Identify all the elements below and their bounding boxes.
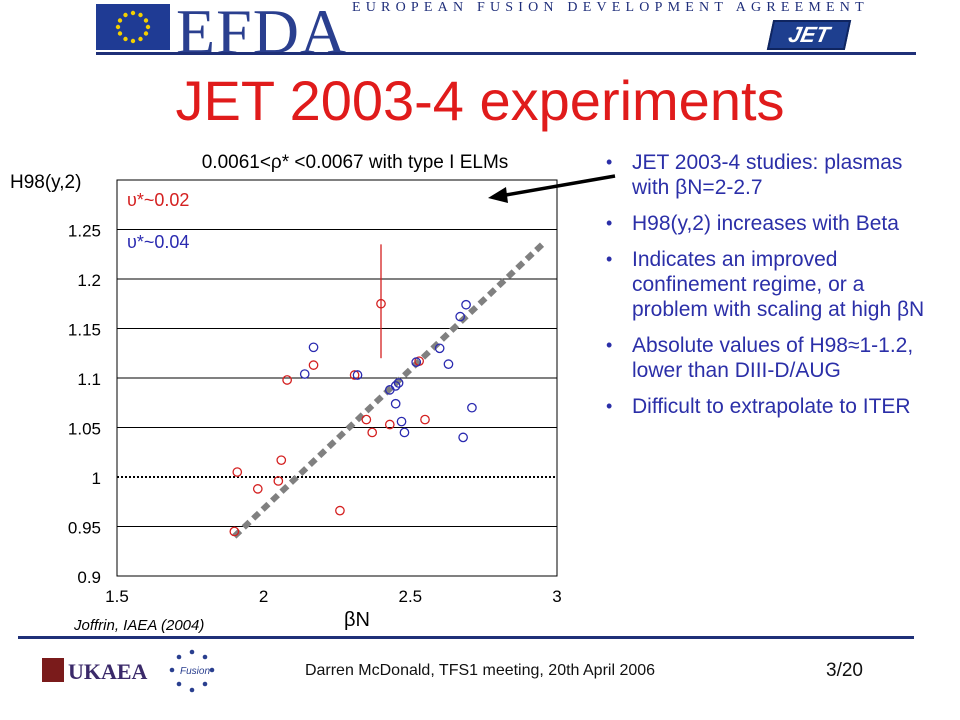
scatter-chart: 0.9 0.95 1 1.05 1.1 1.15 1.2 1.25 1.5 2 2.5 3 υ*~0.0… — [10, 152, 562, 634]
header-divider — [96, 52, 916, 55]
fusion-stars-icon — [169, 649, 215, 693]
data-point — [252, 484, 263, 494]
bullet-icon: • — [606, 213, 613, 233]
x-axis-label: βN — [344, 609, 370, 631]
bullet-item: • Absolute values of H98≈1-1.2, lower tha… — [604, 333, 934, 383]
slide-title: JET 2003-4 experiments — [175, 69, 785, 132]
bullet-text: Difficult to extrapolate to ITER — [632, 395, 911, 418]
x-tick-label: 2 — [259, 587, 268, 606]
y-tick-label: 1.1 — [77, 370, 101, 389]
data-point — [349, 370, 360, 380]
legend-entry: υ*~0.02 — [127, 190, 189, 210]
data-point — [393, 378, 404, 388]
data-point — [361, 414, 372, 425]
data-point — [390, 398, 401, 409]
data-point — [458, 432, 468, 443]
data-point — [461, 299, 471, 310]
data-point — [443, 359, 454, 369]
trend-line — [232, 242, 545, 539]
data-point — [376, 298, 386, 309]
data-point — [308, 342, 319, 353]
data-point — [467, 402, 477, 413]
data-point — [399, 427, 410, 438]
footer-divider — [18, 636, 914, 639]
bullet-text: JET 2003-4 studies: plasmas with βN=2-2.… — [632, 151, 903, 199]
data-point — [299, 369, 310, 379]
bullet-icon: • — [606, 249, 613, 269]
pointer-arrow — [488, 174, 616, 203]
bullet-item: • Indicates an improved confinement regim… — [604, 247, 934, 322]
data-point — [434, 343, 445, 354]
bullet-item: • JET 2003-4 studies: plasmas with βN=2-2… — [604, 150, 934, 200]
data-point — [396, 416, 407, 427]
ukaea-logo-text: UKAEA — [68, 659, 148, 684]
x-tick-label: 3 — [552, 587, 561, 606]
page-number: 3/20 — [826, 660, 863, 681]
jet-logo: JET — [766, 20, 852, 50]
ukaea-crest-icon — [42, 658, 64, 682]
x-tick-label: 2.5 — [399, 587, 423, 606]
y-tick-label: 0.9 — [77, 568, 101, 587]
y-tick-label: 1.15 — [68, 321, 101, 340]
footer-text: Darren McDonald, TFS1 meeting, 20th Apri… — [304, 662, 656, 679]
data-point — [276, 455, 287, 466]
data-point — [282, 375, 292, 385]
data-point — [335, 505, 345, 516]
data-point — [367, 427, 378, 438]
data-point — [455, 311, 466, 322]
bullet-icon: • — [606, 396, 613, 416]
y-tick-label: 0.95 — [68, 519, 101, 538]
legend-entry: υ*~0.04 — [127, 232, 189, 252]
bullet-list: • JET 2003-4 studies: plasmas with βN=2-2… — [604, 150, 934, 430]
y-tick-label: 1 — [92, 469, 101, 488]
agreement-text: EUROPEAN FUSION DEVELOPMENT AGREEMENT — [352, 0, 869, 15]
bullet-text: Absolute values of H98≈1-1.2, lower than… — [632, 334, 914, 382]
bullet-text: Indicates an improved confinement regime… — [632, 248, 925, 321]
credit-text: Joffrin, IAEA (2004) — [73, 617, 204, 634]
bullet-icon: • — [606, 152, 613, 172]
data-point — [420, 414, 430, 425]
eu-stars-icon — [115, 10, 151, 44]
x-tick-label: 1.5 — [105, 587, 129, 606]
data-point — [308, 360, 319, 370]
bullet-item: • Difficult to extrapolate to ITER — [604, 394, 934, 419]
fusion-logo-text: Fusion — [180, 666, 210, 677]
y-tick-label: 1.2 — [77, 271, 101, 290]
bullet-item: • H98(y,2) increases with Beta — [604, 211, 934, 236]
ukaea-logo: UKAEA Fusion — [42, 649, 215, 693]
data-point — [390, 381, 401, 391]
data-point — [273, 476, 284, 486]
data-point — [229, 526, 240, 537]
data-point — [411, 357, 422, 368]
bullet-icon: • — [606, 335, 613, 355]
data-point — [352, 370, 363, 380]
y-tick-label: 1.05 — [68, 420, 101, 439]
data-point — [384, 419, 395, 430]
bullet-text: H98(y,2) increases with Beta — [632, 212, 899, 235]
y-tick-label: 1.25 — [68, 222, 101, 241]
data-point — [232, 467, 243, 477]
y-axis-label: H98(y,2) — [10, 172, 81, 193]
chart-title: 0.0061<ρ* <0.0067 with type I ELMs — [202, 152, 509, 173]
eu-flag — [96, 4, 170, 50]
